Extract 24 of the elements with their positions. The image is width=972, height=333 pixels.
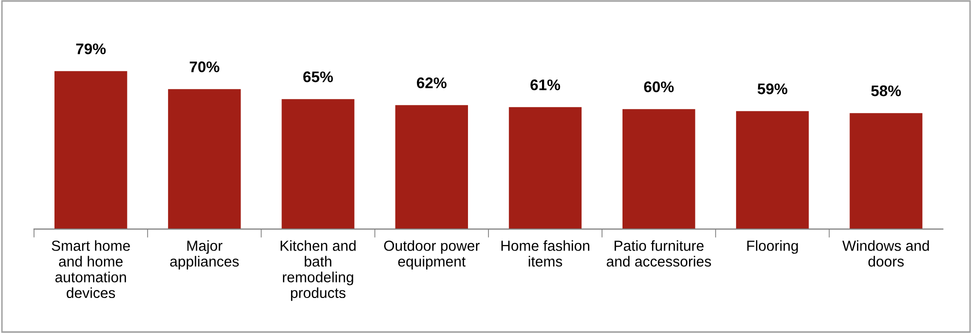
x-tick-label: Windows and doors	[842, 240, 929, 267]
data-label: 70%	[190, 61, 220, 72]
data-label: 61%	[530, 79, 560, 90]
bar	[736, 111, 809, 230]
x-tick-label: Home fashion items	[501, 240, 590, 267]
x-tick-label: Flooring	[747, 240, 798, 254]
bar	[850, 113, 922, 230]
x-tick-label: Patio furniture and accessories	[606, 240, 711, 267]
bar	[508, 107, 582, 230]
data-label: 60%	[644, 81, 674, 92]
x-tick-label: Major appliances	[170, 240, 239, 270]
bar	[395, 105, 468, 230]
data-label: 58%	[871, 85, 901, 96]
data-label: 65%	[303, 71, 333, 82]
x-tick-label: Outdoor power equipment	[384, 240, 480, 270]
bar	[622, 109, 696, 230]
data-label: 59%	[758, 83, 788, 94]
bar	[282, 99, 354, 230]
x-tick-label: Smart home and home automation devices	[52, 240, 130, 298]
data-label: 79%	[76, 43, 106, 54]
data-label: 62%	[416, 77, 447, 88]
x-tick-label: Kitchen and bath remodeling products	[280, 240, 356, 301]
bar	[168, 89, 241, 230]
bar	[54, 71, 128, 230]
